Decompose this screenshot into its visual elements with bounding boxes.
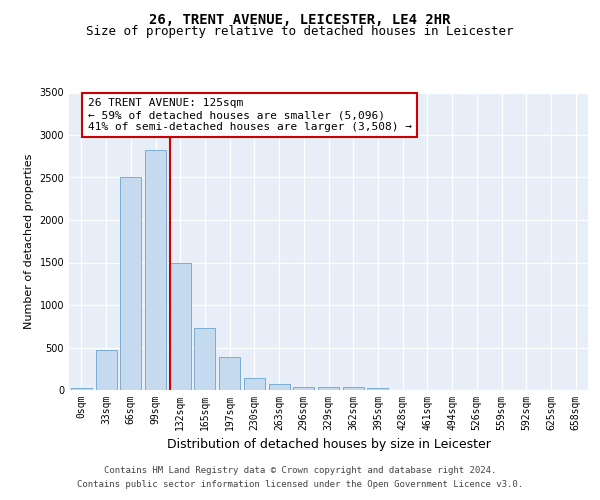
Bar: [244, 378, 265, 390]
Text: Contains HM Land Registry data © Crown copyright and database right 2024.: Contains HM Land Registry data © Crown c…: [104, 466, 496, 475]
Text: Size of property relative to detached houses in Leicester: Size of property relative to detached ho…: [86, 25, 514, 38]
Bar: [145, 150, 166, 390]
Bar: [293, 386, 314, 390]
Bar: [343, 388, 364, 390]
Bar: [219, 357, 240, 390]
Bar: [194, 328, 215, 390]
Text: 26 TRENT AVENUE: 125sqm
← 59% of detached houses are smaller (5,096)
41% of semi: 26 TRENT AVENUE: 125sqm ← 59% of detache…: [88, 98, 412, 132]
X-axis label: Distribution of detached houses by size in Leicester: Distribution of detached houses by size …: [167, 438, 490, 452]
Y-axis label: Number of detached properties: Number of detached properties: [24, 154, 34, 329]
Text: Contains public sector information licensed under the Open Government Licence v3: Contains public sector information licen…: [77, 480, 523, 489]
Bar: [367, 388, 388, 390]
Bar: [71, 388, 92, 390]
Bar: [170, 262, 191, 390]
Text: 26, TRENT AVENUE, LEICESTER, LE4 2HR: 26, TRENT AVENUE, LEICESTER, LE4 2HR: [149, 12, 451, 26]
Bar: [269, 384, 290, 390]
Bar: [318, 386, 339, 390]
Bar: [95, 350, 116, 390]
Bar: [120, 178, 141, 390]
